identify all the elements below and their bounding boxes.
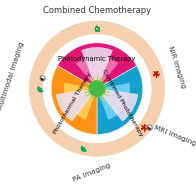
Text: Multimodal Imaging: Multimodal Imaging <box>0 41 25 111</box>
Circle shape <box>84 148 85 149</box>
Wedge shape <box>56 89 97 121</box>
Wedge shape <box>97 83 130 120</box>
Circle shape <box>89 81 105 97</box>
Text: Combined Phototherapy: Combined Phototherapy <box>101 69 143 137</box>
Circle shape <box>143 127 145 128</box>
Text: PA Imaging: PA Imaging <box>72 162 111 183</box>
Bar <box>96 26 98 27</box>
Circle shape <box>42 79 43 80</box>
Circle shape <box>155 73 157 74</box>
Circle shape <box>40 76 45 81</box>
Wedge shape <box>76 56 118 89</box>
Wedge shape <box>64 83 97 120</box>
Circle shape <box>149 128 150 129</box>
Text: Photodynamic Therapy: Photodynamic Therapy <box>58 56 136 62</box>
Circle shape <box>147 125 152 130</box>
Wedge shape <box>147 125 150 130</box>
Wedge shape <box>29 21 165 156</box>
Circle shape <box>43 35 151 143</box>
Wedge shape <box>97 66 143 134</box>
Wedge shape <box>51 66 97 134</box>
Circle shape <box>42 76 43 78</box>
Circle shape <box>149 126 150 127</box>
Wedge shape <box>82 47 113 89</box>
Text: MRI Imaging: MRI Imaging <box>153 124 196 147</box>
Text: NIR Imaging: NIR Imaging <box>167 45 186 89</box>
Wedge shape <box>40 76 43 81</box>
Bar <box>95 27 99 31</box>
Wedge shape <box>57 43 137 89</box>
Wedge shape <box>97 89 138 121</box>
Text: Combined Chemotherapy: Combined Chemotherapy <box>43 6 151 15</box>
Text: Photothermal Therapy: Photothermal Therapy <box>52 71 92 135</box>
